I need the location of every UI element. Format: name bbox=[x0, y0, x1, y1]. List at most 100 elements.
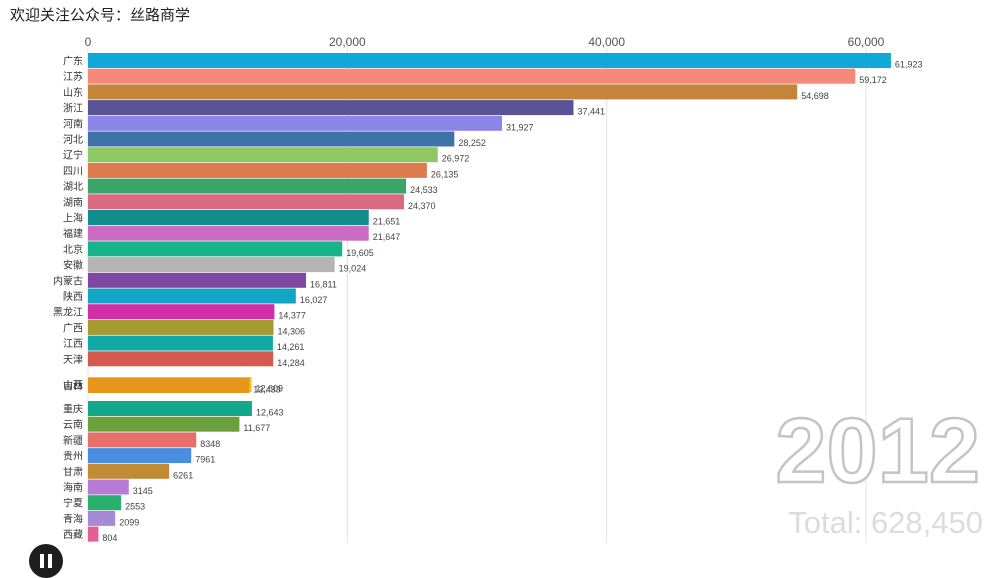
bar bbox=[88, 100, 574, 116]
bar bbox=[88, 272, 306, 288]
value-label: 2099 bbox=[119, 517, 139, 527]
bar bbox=[88, 335, 273, 351]
value-label: 7961 bbox=[195, 455, 215, 465]
bar bbox=[88, 319, 274, 335]
value-label: 3145 bbox=[133, 486, 153, 496]
bar bbox=[88, 178, 407, 194]
category-label: 海南 bbox=[63, 481, 83, 494]
category-label: 江西 bbox=[63, 338, 83, 350]
value-label: 19,024 bbox=[339, 264, 367, 274]
value-label: 21,651 bbox=[373, 217, 401, 227]
bar bbox=[88, 401, 252, 416]
bar bbox=[88, 510, 116, 526]
value-label: 8348 bbox=[200, 439, 220, 449]
category-label: 河北 bbox=[63, 134, 83, 146]
bar bbox=[88, 304, 275, 320]
value-label: 31,927 bbox=[506, 122, 534, 132]
bar bbox=[88, 68, 856, 84]
bar-chart: 0 20,000 40,000 60,000 2012 Total: 628,450 … bbox=[53, 35, 983, 543]
category-label: 北京 bbox=[63, 243, 83, 256]
value-label: 16,027 bbox=[300, 295, 328, 305]
x-tick-label: 20,000 bbox=[329, 35, 366, 49]
value-label: 24,533 bbox=[410, 185, 438, 195]
category-label: 湖南 bbox=[63, 196, 83, 209]
x-tick-label: 60,000 bbox=[848, 35, 885, 49]
pause-icon-bar bbox=[40, 554, 44, 568]
bar bbox=[88, 526, 99, 542]
value-label: 6261 bbox=[173, 470, 193, 480]
value-label: 21,647 bbox=[373, 232, 401, 242]
bar bbox=[88, 378, 250, 393]
category-label: 宁夏 bbox=[63, 497, 83, 510]
category-label: 甘肃 bbox=[63, 465, 83, 478]
value-label: 14,377 bbox=[278, 311, 306, 321]
value-label: 26,135 bbox=[431, 169, 459, 179]
category-label: 山东 bbox=[63, 86, 83, 99]
category-label: 内蒙古 bbox=[53, 274, 83, 287]
value-label: 804 bbox=[102, 533, 117, 543]
bar bbox=[88, 131, 455, 147]
category-label: 广西 bbox=[63, 322, 83, 334]
bar bbox=[88, 448, 192, 464]
bar bbox=[88, 432, 197, 448]
value-label: 61,923 bbox=[895, 60, 923, 70]
value-label: 54,698 bbox=[801, 91, 829, 101]
category-label: 安徽 bbox=[63, 259, 83, 272]
bar bbox=[88, 351, 274, 367]
category-label: 浙江 bbox=[63, 103, 83, 115]
bar bbox=[88, 479, 129, 495]
category-label: 青海 bbox=[63, 512, 83, 525]
header-title: 欢迎关注公众号：丝路商学 bbox=[10, 6, 191, 24]
category-label: 吉林 bbox=[63, 380, 83, 393]
category-label: 天津 bbox=[63, 354, 83, 366]
pause-button[interactable] bbox=[29, 544, 63, 578]
value-label: 26,972 bbox=[442, 154, 470, 164]
category-label: 陕西 bbox=[63, 290, 83, 303]
bar bbox=[88, 257, 335, 273]
category-label: 贵州 bbox=[63, 450, 83, 463]
value-label: 12,643 bbox=[256, 408, 284, 418]
bar bbox=[88, 495, 122, 511]
bar bbox=[88, 147, 438, 163]
value-label: 14,284 bbox=[277, 358, 305, 368]
category-label: 山西 bbox=[63, 380, 83, 392]
value-label: 14,306 bbox=[278, 326, 306, 336]
bar bbox=[88, 162, 427, 178]
value-label: 2553 bbox=[125, 502, 145, 512]
bar bbox=[88, 53, 891, 68]
bar bbox=[88, 241, 343, 257]
category-label: 江苏 bbox=[63, 70, 83, 83]
value-label: 24,370 bbox=[408, 201, 436, 211]
bar bbox=[88, 463, 170, 479]
category-label: 西藏 bbox=[63, 529, 83, 541]
value-label: 28,252 bbox=[458, 138, 486, 148]
category-label: 黑龙江 bbox=[53, 306, 83, 319]
x-tick-label: 0 bbox=[85, 35, 92, 49]
value-label: 11,677 bbox=[243, 423, 270, 433]
bar bbox=[88, 288, 296, 304]
value-label: 19,605 bbox=[346, 248, 374, 258]
x-tick-label: 40,000 bbox=[588, 35, 625, 49]
value-label: 12,433 bbox=[253, 385, 281, 395]
category-label: 重庆 bbox=[63, 403, 83, 416]
chart-bars: 广东 61,923 江苏 59,172 山东 54,698 浙江 37,441 河南 31,927… bbox=[53, 53, 922, 543]
bar bbox=[88, 115, 502, 131]
value-label: 12,609 bbox=[255, 384, 283, 394]
category-label: 福建 bbox=[63, 227, 83, 240]
value-label: 59,172 bbox=[859, 75, 887, 85]
category-label: 上海 bbox=[63, 212, 83, 225]
value-label: 37,441 bbox=[577, 107, 605, 117]
year-watermark: 2012 bbox=[775, 400, 980, 502]
bar bbox=[88, 416, 240, 432]
bar bbox=[88, 225, 369, 241]
category-label: 新疆 bbox=[63, 434, 83, 447]
total-label: Total: 628,450 bbox=[788, 505, 983, 540]
bar bbox=[88, 194, 404, 210]
pause-icon-bar bbox=[48, 554, 52, 568]
category-label: 广东 bbox=[63, 55, 83, 68]
bar bbox=[88, 84, 798, 100]
value-label: 16,811 bbox=[310, 279, 337, 289]
chart-x-axis: 0 20,000 40,000 60,000 bbox=[85, 35, 885, 49]
category-label: 河南 bbox=[63, 117, 83, 130]
category-label: 湖北 bbox=[63, 181, 83, 193]
